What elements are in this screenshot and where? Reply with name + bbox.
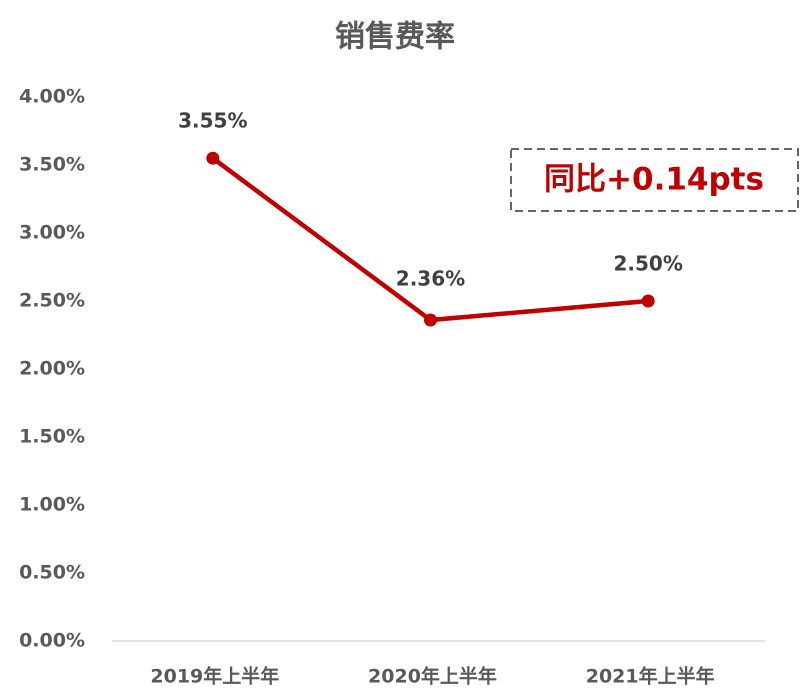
y-tick-label: 3.50%	[19, 154, 85, 176]
data-label: 3.55%	[178, 109, 247, 133]
y-tick-label: 1.50%	[19, 426, 85, 448]
point	[641, 294, 655, 308]
y-tick-label: 4.00%	[19, 86, 85, 108]
y-tick-label: 0.00%	[19, 630, 85, 652]
x-tick-label: 2021年上半年	[586, 665, 715, 688]
x-tick-label: 2019年上半年	[150, 665, 279, 688]
data-label: 2.50%	[613, 252, 682, 276]
y-tick-label: 0.50%	[19, 562, 85, 584]
y-tick-label: 2.00%	[19, 358, 85, 380]
x-tick-label: 2020年上半年	[368, 665, 497, 688]
y-tick-label: 1.00%	[19, 494, 85, 516]
chart-title: 销售费率	[335, 20, 455, 55]
point	[206, 151, 220, 165]
y-tick-label: 2.50%	[19, 290, 85, 312]
annotation-box	[510, 148, 799, 212]
annotation: 同比+0.14pts	[544, 162, 764, 198]
point	[424, 313, 437, 327]
y-tick-label: 3.00%	[19, 222, 85, 244]
data-label: 2.36%	[396, 267, 465, 291]
